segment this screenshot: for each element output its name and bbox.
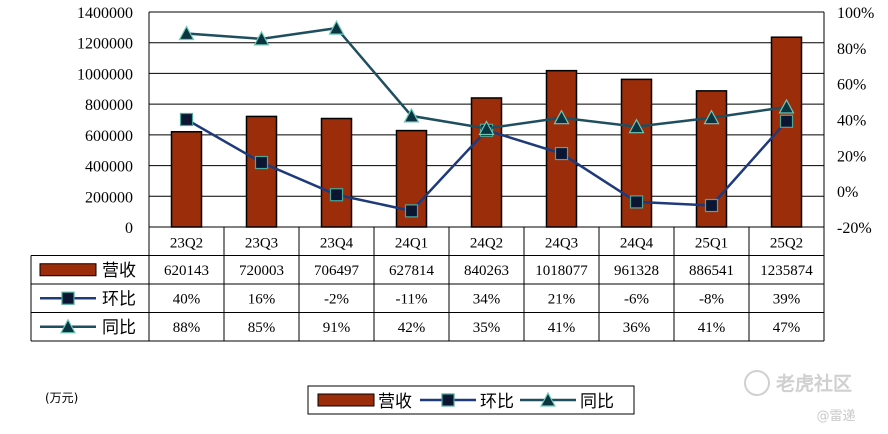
table-series-name-yoy: 同比 bbox=[102, 318, 136, 338]
y-right-tick-label: 60% bbox=[837, 77, 866, 94]
table-cell-qoq: -8% bbox=[699, 291, 724, 307]
y-right-tick-label: 100% bbox=[837, 5, 874, 22]
y-right-tick-label: 80% bbox=[837, 41, 866, 58]
yoy-point-24Q1 bbox=[403, 107, 420, 123]
watermark-logo-icon bbox=[744, 370, 770, 396]
qoq-point-25Q1 bbox=[704, 198, 719, 213]
watermark-text: 老虎社区 bbox=[776, 372, 852, 395]
x-tick-label: 23Q3 bbox=[245, 235, 278, 251]
y-right-tick-label: -20% bbox=[837, 220, 872, 237]
table-cell-yoy: 36% bbox=[623, 320, 651, 336]
watermark: 老虎社区 @雷递 bbox=[744, 370, 856, 424]
table-cell-revenue: 620143 bbox=[164, 263, 209, 279]
yoy-point-24Q3 bbox=[553, 109, 570, 125]
legend-revenue-swatch bbox=[317, 393, 375, 407]
qoq-point-23Q4 bbox=[329, 188, 344, 202]
x-tick-label: 24Q4 bbox=[620, 235, 654, 251]
table-series-name-revenue: 营收 bbox=[102, 261, 136, 281]
bar-24Q2 bbox=[470, 97, 503, 228]
yoy-point-25Q2 bbox=[778, 98, 795, 114]
yoy-point-23Q4 bbox=[328, 19, 345, 35]
y-left-tick-label: 800000 bbox=[85, 97, 133, 114]
legend-revenue-label: 营收 bbox=[378, 392, 412, 412]
y-right-tick-label: 0% bbox=[837, 184, 858, 201]
watermark-author: @雷递 bbox=[816, 409, 855, 424]
x-tick-label: 24Q1 bbox=[395, 235, 428, 251]
y-left-tick-label: 1000000 bbox=[77, 66, 133, 83]
y-left-tick-label: 600000 bbox=[85, 128, 133, 145]
legend-yoy-label: 同比 bbox=[580, 392, 614, 412]
table-key-yoy-marker bbox=[59, 318, 77, 334]
yoy-point-23Q3 bbox=[253, 30, 270, 46]
qoq-point-25Q2 bbox=[779, 114, 794, 128]
table-cell-revenue: 627814 bbox=[389, 263, 435, 279]
unit-label: (万元) bbox=[45, 391, 78, 405]
table-cell-yoy: 41% bbox=[698, 320, 726, 336]
bar-25Q2 bbox=[770, 36, 803, 228]
table-series-name-qoq: 环比 bbox=[102, 289, 136, 309]
qoq-point-23Q2 bbox=[179, 112, 194, 127]
table-cell-revenue: 886541 bbox=[689, 263, 734, 279]
table-cell-revenue: 720003 bbox=[239, 263, 284, 279]
legend-yoy-marker bbox=[539, 391, 557, 407]
y-left-tick-label: 400000 bbox=[85, 159, 133, 176]
table-cell-yoy: 41% bbox=[548, 320, 576, 336]
yoy-point-25Q1 bbox=[703, 109, 720, 125]
x-tick-label: 23Q2 bbox=[170, 235, 203, 251]
qoq-point-24Q3 bbox=[554, 146, 569, 161]
legend-qoq-marker bbox=[441, 393, 455, 407]
table-cell-revenue: 1235874 bbox=[760, 263, 813, 279]
table-cell-yoy: 47% bbox=[773, 320, 801, 336]
x-tick-label: 25Q2 bbox=[770, 235, 803, 251]
table-cell-yoy: 88% bbox=[173, 320, 201, 336]
x-tick-label: 24Q3 bbox=[545, 235, 578, 251]
x-tick-label: 23Q4 bbox=[320, 235, 354, 251]
yoy-point-24Q4 bbox=[628, 118, 645, 134]
table-cell-yoy: 35% bbox=[473, 320, 501, 336]
bar-23Q4 bbox=[320, 117, 353, 228]
x-tick-label: 25Q1 bbox=[695, 235, 728, 251]
table-cell-yoy: 85% bbox=[248, 320, 276, 336]
bar-23Q2 bbox=[170, 131, 203, 228]
y-left-tick-label: 1400000 bbox=[77, 5, 133, 22]
table-cell-qoq: -11% bbox=[396, 291, 428, 307]
table-key-revenue-swatch bbox=[39, 263, 97, 277]
table-cell-qoq: 40% bbox=[173, 291, 201, 307]
yoy-point-23Q2 bbox=[178, 25, 195, 41]
y-right-tick-label: 20% bbox=[837, 148, 866, 165]
table-cell-yoy: 42% bbox=[398, 320, 426, 336]
legend-qoq-label: 环比 bbox=[480, 392, 514, 412]
table-cell-revenue: 1018077 bbox=[535, 263, 588, 279]
y-left-tick-label: 200000 bbox=[85, 189, 133, 206]
table-cell-revenue: 961328 bbox=[614, 263, 659, 279]
table-cell-revenue: 706497 bbox=[314, 263, 360, 279]
table-cell-qoq: 34% bbox=[473, 291, 501, 307]
qoq-point-24Q4 bbox=[629, 195, 644, 209]
qoq-point-23Q3 bbox=[254, 155, 269, 170]
table-key-qoq-marker bbox=[61, 291, 75, 305]
table-cell-qoq: -6% bbox=[624, 291, 649, 307]
table-cell-yoy: 91% bbox=[323, 320, 351, 336]
bar-23Q3 bbox=[245, 115, 278, 228]
qoq-point-24Q1 bbox=[404, 204, 419, 218]
y-left-tick-label: 1200000 bbox=[77, 36, 133, 53]
yoy-point-24Q2 bbox=[478, 120, 495, 136]
y-left-tick-label: 0 bbox=[125, 220, 133, 237]
y-right-tick-label: 40% bbox=[837, 113, 866, 130]
table-cell-qoq: 16% bbox=[248, 291, 276, 307]
table-cell-revenue: 840263 bbox=[464, 263, 509, 279]
table-cell-qoq: 39% bbox=[773, 291, 801, 307]
table-cell-qoq: 21% bbox=[548, 291, 576, 307]
table-cell-qoq: -2% bbox=[324, 291, 349, 307]
x-tick-label: 24Q2 bbox=[470, 235, 503, 251]
